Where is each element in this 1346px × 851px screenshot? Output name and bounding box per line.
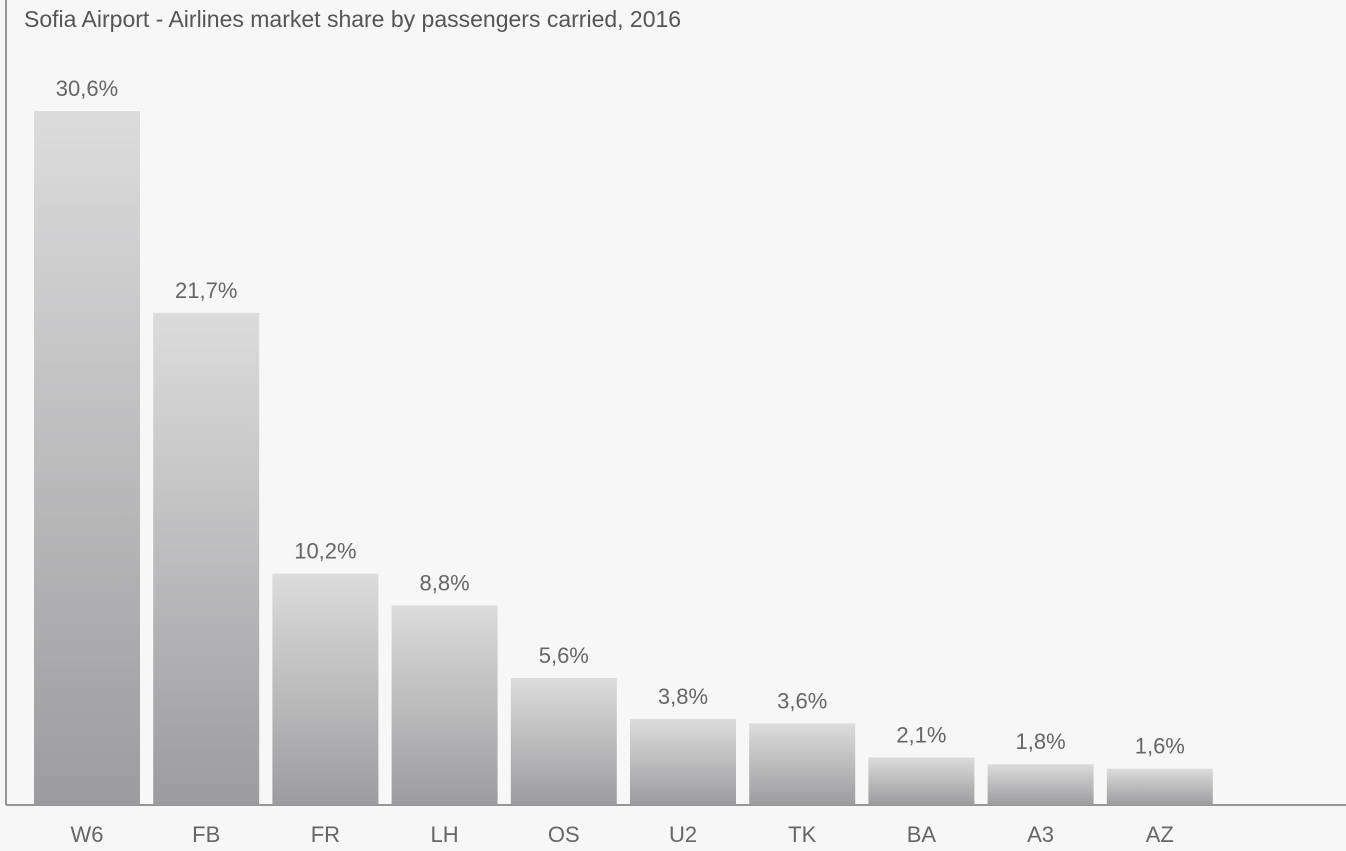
value-label-u2: 3,8% <box>658 684 708 709</box>
bar-tk <box>749 723 856 805</box>
bar-az <box>1106 768 1213 805</box>
value-label-a3: 1,8% <box>1016 729 1066 754</box>
bar-w6 <box>34 111 140 805</box>
x-tick-label-fr: FR <box>311 822 340 847</box>
bar-fb <box>153 312 260 805</box>
value-label-os: 5,6% <box>539 643 589 668</box>
value-label-fr: 10,2% <box>294 539 356 564</box>
x-tick-labels-group: W6 FB FR LH OS U2 TK BA A3 AZ <box>71 822 1174 847</box>
x-tick-label-a3: A3 <box>1027 822 1054 847</box>
x-tick-label-lh: LH <box>431 822 459 847</box>
x-tick-label-ba: BA <box>907 822 937 847</box>
chart-title: Sofia Airport - Airlines market share by… <box>24 6 681 32</box>
x-tick-label-os: OS <box>548 822 580 847</box>
x-tick-label-w6: W6 <box>71 822 104 847</box>
bar-os <box>510 678 617 805</box>
x-tick-label-az: AZ <box>1146 822 1174 847</box>
bar-ba <box>868 757 975 805</box>
bar-fr <box>272 573 379 805</box>
bar-lh <box>391 605 498 805</box>
x-tick-label-u2: U2 <box>669 822 697 847</box>
value-labels-group: 30,6% 21,7% 10,2% 8,8% 5,6% 3,8% 3,6% 2,1% 1,8% 1… <box>56 76 1185 759</box>
value-label-lh: 8,8% <box>420 570 470 595</box>
x-tick-label-fb: FB <box>192 822 220 847</box>
value-label-tk: 3,6% <box>777 688 827 713</box>
value-label-ba: 2,1% <box>896 722 946 747</box>
bars-group <box>34 111 1213 805</box>
x-tick-label-tk: TK <box>788 822 816 847</box>
value-label-w6: 30,6% <box>56 76 118 101</box>
value-label-fb: 21,7% <box>175 278 237 303</box>
bar-a3 <box>987 764 1094 805</box>
value-label-az: 1,6% <box>1135 734 1185 759</box>
bar-u2 <box>630 718 736 805</box>
